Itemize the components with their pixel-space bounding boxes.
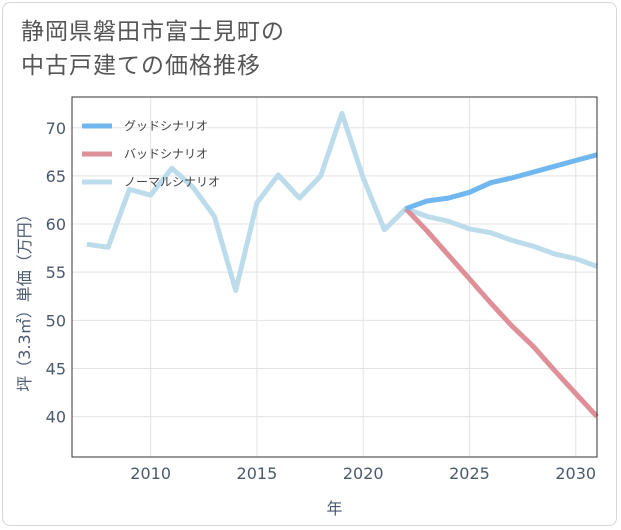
legend-label: ノーマルシナリオ [124,175,220,189]
y-tick-label: 60 [46,215,66,234]
x-tick-label: 2020 [343,464,384,483]
x-tick-label: 2015 [237,464,278,483]
x-tick-label: 2025 [449,464,490,483]
x-tick-label: 2010 [130,464,171,483]
legend-label: バッドシナリオ [124,147,208,161]
legend-label: グッドシナリオ [124,119,208,133]
chart-title-line-1: 静岡県磐田市富士見町の [21,19,285,45]
y-tick-label: 55 [46,263,66,282]
plot-frame [71,96,598,458]
y-tick-label: 45 [46,359,66,378]
series-line-1 [403,206,599,419]
x-axis-ticks: 2010 2015 2020 2025 2030 [130,464,596,483]
y-tick-label: 40 [46,408,66,427]
chart-title: 静岡県磐田市富士見町の 中古戸建ての価格推移 [21,15,285,83]
y-axis-ticks: 40 45 50 55 60 65 70 [46,119,66,427]
x-tick-label: 2030 [555,464,596,483]
x-axis-label: 年 [326,499,342,518]
y-axis-label: 坪（3.3㎡）単価（万円） [15,206,34,391]
series-line-0 [404,152,598,212]
series-line-2 [86,110,598,293]
y-tick-label: 50 [46,311,66,330]
chart-title-line-2: 中古戸建ての価格推移 [21,53,261,79]
chart-card: 静岡県磐田市富士見町の 中古戸建ての価格推移 [2,2,617,526]
series-lines [86,110,599,419]
y-tick-label: 70 [46,119,66,138]
y-tick-label: 65 [46,167,66,186]
